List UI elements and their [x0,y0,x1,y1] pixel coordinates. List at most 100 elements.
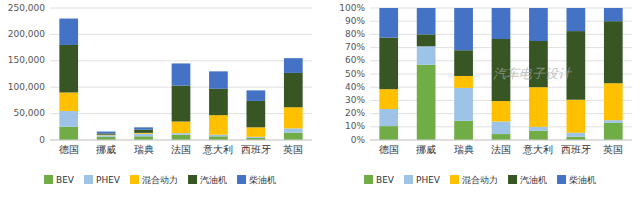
bar-segment [417,8,436,34]
y-tick-label: 0 [39,135,45,145]
chart-root: 0 50,000 100,000 150,000 200,000 250,000 德国 挪威 瑞… [0,0,640,199]
x-tick-label: 英国 [603,144,623,155]
bar-segment [134,130,153,133]
legend-item: PHEV [84,175,121,185]
legend-label: 汽油机 [200,175,227,185]
y-tick-label: 50% [345,69,365,79]
bar-segment [604,21,623,83]
legend-item: 柴油机 [557,175,596,185]
y-tick-label: 100% [339,3,365,13]
bar-segment [567,133,586,137]
bar-segment [492,101,511,121]
bar-segment [454,121,473,140]
x-axis-line [50,140,312,141]
bar-segment [417,34,436,46]
legend-label: PHEV [96,175,121,185]
bar-segment [247,137,266,138]
y-tick-label: 200,000 [8,29,45,39]
legend-swatch [44,175,53,184]
bar-segment [247,101,266,127]
x-axis-line [370,140,632,141]
y-tick-label: 70% [345,42,365,52]
legend-item: BEV [44,175,75,185]
bar-segment [567,8,586,31]
y-tick-label: 30% [345,95,365,105]
x-tick-label: 意大利 [522,144,553,155]
bar-segment [134,136,153,140]
legend-swatch [557,175,566,184]
bar-segment [529,131,548,140]
y-tick-label: 250,000 [8,3,45,13]
legend-label: 汽油机 [520,175,547,185]
y-tick-label: 100,000 [8,82,45,92]
legend-swatch [450,175,459,184]
legend-label: 柴油机 [249,175,276,185]
bar-segment [284,107,303,128]
bar-segment [284,73,303,107]
x-tick-label: 英国 [283,144,303,155]
legend-item: BEV [364,175,395,185]
bar-segment [134,134,153,137]
bar-segment [247,127,266,137]
bar-segment [529,127,548,131]
bar-segment [604,123,623,140]
y-tick-label: 60% [345,55,365,65]
legend-swatch [130,175,139,184]
bar-segment [379,126,398,140]
bars [379,8,622,140]
legend-label: 柴油机 [569,175,596,185]
legend-swatch [404,175,413,184]
chart-panel: 0%10%20%30%40%50%60%70%80%90%100%德国挪威瑞典法… [339,3,632,185]
bar-segment [59,127,78,140]
x-tick-label: 西班牙 [561,144,591,155]
legend-swatch [84,175,93,184]
x-tick-label: 瑞典 [454,144,474,155]
bar-segment [172,63,191,85]
legend: BEV PHEV 混合动力 汽油机 柴油机 [364,175,596,185]
legend-swatch [364,175,373,184]
bar-segment [172,86,191,122]
bar-segment [97,132,116,134]
x-tick-label: 西班牙 [241,144,271,155]
bar-segment [209,115,228,135]
y-tick-label: 10% [345,121,365,131]
grid-line [370,140,632,141]
legend-item: 柴油机 [237,175,276,185]
y-tick-label: 150,000 [8,55,45,65]
legend-label: 混合动力 [462,175,498,185]
y-tick-label: 50,000 [14,108,46,118]
bar-segment [209,135,228,137]
bar-segment [492,134,511,140]
bar-segment [172,133,191,135]
bars [59,19,302,140]
legend-label: PHEV [416,175,441,185]
grid-line [50,140,312,141]
bar-segment [454,88,473,121]
grid-line [50,60,312,61]
legend-item: 汽油机 [188,175,227,185]
chart-panel: 050,000100,000150,000200,000250,000德国挪威瑞… [8,3,312,185]
legend-label: 混合动力 [142,175,178,185]
bar-segment [209,136,228,140]
x-tick-label: 德国 [379,144,399,155]
x-tick-label: 意大利 [202,144,233,155]
legend-item: 混合动力 [130,175,178,185]
bar-segment [492,8,511,39]
legend-label: BEV [56,175,75,185]
bar-segment [59,19,78,45]
bar-segment [134,127,153,129]
bar-segment [284,133,303,140]
bar-segment [454,50,473,76]
bar-segment [209,89,228,115]
bar-segment [454,76,473,88]
bar-segment [284,58,303,73]
y-tick-label: 40% [345,82,365,92]
x-tick-label: 挪威 [96,144,116,155]
bar-segment [59,92,78,110]
bar-segment [97,134,116,136]
grid-line [50,34,312,35]
bar-segment [567,100,586,133]
x-tick-label: 法国 [491,144,511,155]
y-tick-label: 20% [345,108,365,118]
y-tick-label: 80% [345,29,365,39]
